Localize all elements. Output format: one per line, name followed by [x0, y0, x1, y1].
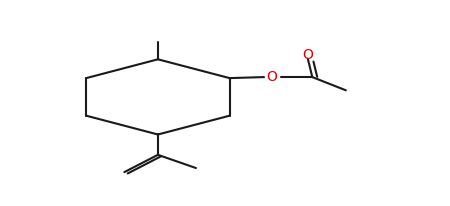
Text: O: O: [266, 70, 278, 84]
Text: O: O: [302, 48, 313, 62]
